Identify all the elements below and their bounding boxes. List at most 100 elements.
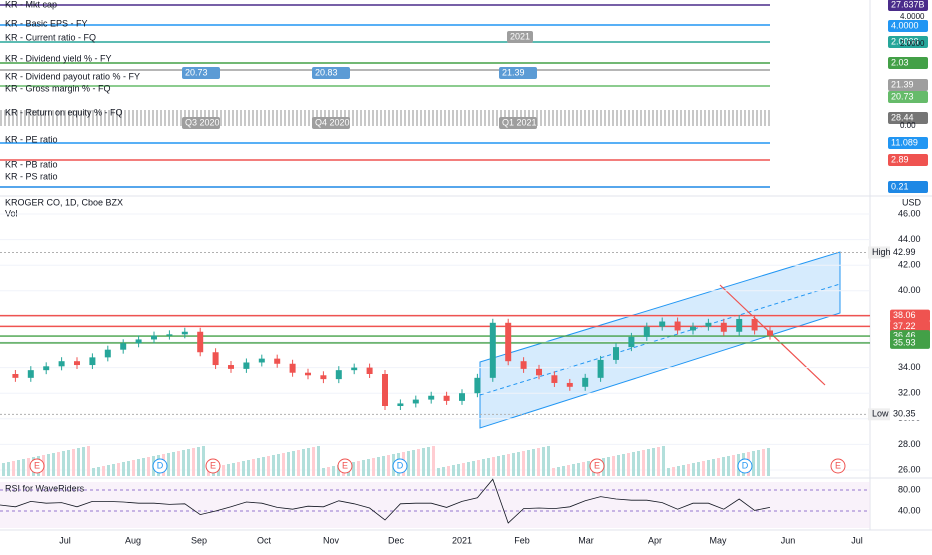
candle — [351, 367, 358, 371]
event-marker — [29, 458, 45, 474]
volume-bar — [582, 462, 585, 476]
indicator-value: 20.73 — [891, 91, 914, 101]
roe-bar — [228, 110, 230, 126]
roe-bar — [452, 110, 454, 126]
volume-bar — [327, 467, 330, 476]
roe-bar — [44, 110, 46, 126]
indicator-value: 21.39 — [891, 79, 914, 89]
volume-bar — [707, 460, 710, 476]
candle — [551, 375, 558, 383]
roe-bar — [464, 110, 466, 126]
candle — [197, 331, 204, 353]
roe-bar — [652, 110, 654, 126]
volume-bar — [352, 462, 355, 476]
tooltip-period: Q1 2021 — [502, 117, 537, 127]
level-value-bg — [890, 336, 930, 349]
candle — [566, 382, 573, 387]
roe-bar — [544, 110, 546, 126]
volume-bar — [317, 446, 320, 476]
candle — [459, 393, 465, 401]
roe-bar — [32, 110, 34, 126]
roe-bar — [48, 110, 50, 126]
volume-bar — [62, 451, 65, 476]
time-label: May — [709, 535, 727, 545]
candle — [582, 377, 589, 387]
roe-bar — [748, 110, 750, 126]
roe-bar — [700, 110, 702, 126]
roe-bar — [232, 110, 234, 126]
candle — [489, 322, 496, 378]
candle — [320, 375, 327, 380]
volume-bar — [377, 457, 380, 476]
roe-bar — [176, 110, 178, 126]
roe-bar — [368, 110, 370, 126]
volume-bar — [667, 468, 670, 476]
candle — [674, 321, 681, 331]
roe-bar — [496, 110, 498, 126]
volume-bar — [222, 465, 225, 476]
candle — [505, 322, 512, 362]
volume-bar — [412, 450, 415, 476]
volume-bar — [67, 450, 70, 476]
roe-bar — [292, 110, 294, 126]
tooltip-period: Q4 2020 — [315, 117, 350, 127]
indicator-value: 27.637B — [891, 0, 925, 9]
level-value: 30.35 — [893, 409, 916, 419]
roe-bar — [56, 110, 58, 126]
indicator-value-bg — [888, 137, 928, 149]
roe-bar — [156, 110, 158, 126]
indicator-value-bg — [888, 20, 928, 32]
volume-bar — [372, 458, 375, 476]
tooltip-value: 21.39 — [502, 67, 525, 77]
volume-bar — [27, 458, 30, 476]
candle — [736, 318, 743, 332]
roe-bar — [580, 110, 582, 126]
time-label: 2021 — [452, 535, 472, 545]
indicator-label: KR - PS ratio — [5, 171, 58, 181]
roe-bar — [556, 110, 558, 126]
time-label: Jun — [781, 535, 796, 545]
tooltip-period-bg — [312, 117, 350, 129]
time-label: Jul — [59, 535, 71, 545]
time-label: Nov — [323, 535, 340, 545]
roe-bar — [276, 110, 278, 126]
indicator-value-bg — [888, 112, 928, 124]
roe-bar — [656, 110, 658, 126]
roe-bar — [284, 110, 286, 126]
volume-bar — [17, 460, 20, 476]
tooltip-value-bg — [182, 67, 220, 79]
volume-bar — [662, 446, 665, 476]
volume-bar — [287, 452, 290, 476]
tooltip-year: 2021 — [510, 31, 530, 41]
price-tick: 34.00 — [898, 362, 921, 372]
volume-bar — [167, 453, 170, 476]
event-label: D — [157, 460, 164, 470]
rsi-band — [0, 482, 870, 528]
level-tag-bg — [868, 246, 890, 259]
roe-bar — [660, 110, 662, 126]
volume-bar — [257, 458, 260, 476]
volume-bar — [252, 459, 255, 476]
volume-bar — [382, 456, 385, 476]
event-label: E — [210, 460, 216, 470]
roe-bar — [148, 110, 150, 126]
volume-bar — [572, 464, 575, 476]
volume-bar — [187, 449, 190, 476]
roe-bar — [256, 110, 258, 126]
candle — [428, 395, 435, 400]
candle — [74, 361, 80, 366]
volume-bar — [172, 452, 175, 476]
roe-bar — [416, 110, 418, 126]
price-tick: 26.00 — [898, 464, 921, 474]
candle — [382, 374, 388, 406]
roe-bar — [604, 110, 606, 126]
indicator-value-bg — [888, 36, 928, 48]
roe-bar — [680, 110, 682, 126]
volume-bar — [472, 461, 475, 476]
volume-bar — [22, 459, 25, 476]
volume-bar — [717, 458, 720, 476]
volume-bar — [72, 449, 75, 476]
volume-bar — [77, 448, 80, 476]
indicator-label: KR - Dividend payout ratio % - FY — [5, 71, 140, 81]
